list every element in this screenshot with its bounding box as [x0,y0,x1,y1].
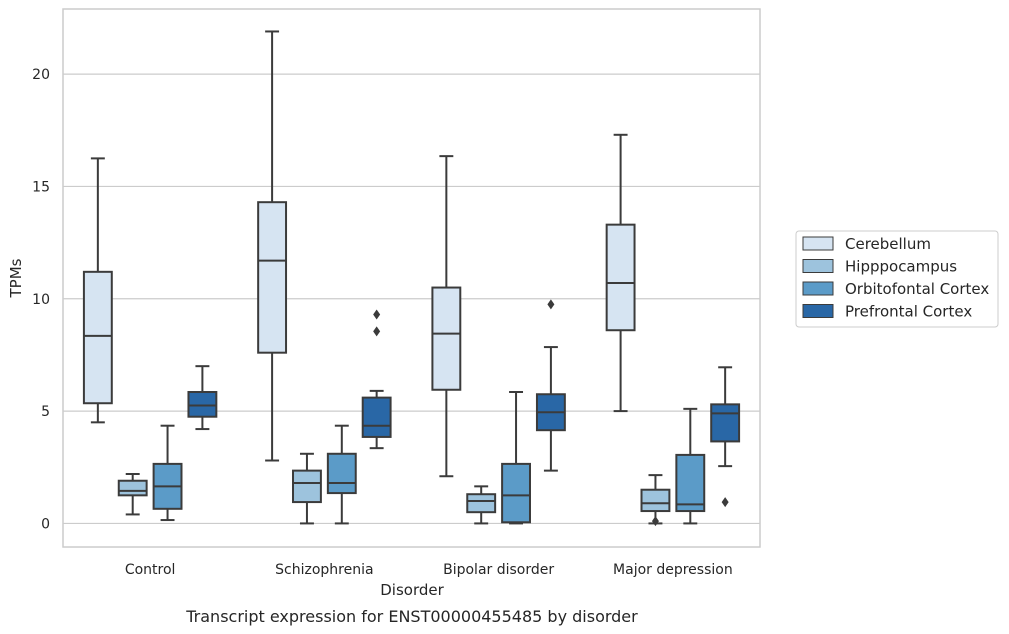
box-orbitofontal-cortex [675,407,706,525]
box-cerebellum [605,133,636,413]
box-hipppocampus [640,474,671,527]
x-axis-title: Disorder [380,581,444,599]
box-cerebellum [431,155,462,478]
box-iqr [466,493,497,514]
box-iqr [501,462,531,524]
x-tick-label: Major depression [613,562,733,578]
boxes-layer [82,30,741,527]
box-orbitofontal-cortex [501,391,531,525]
legend-label: Cerebellum [845,235,931,253]
box-orbitofontal-cortex [152,424,183,522]
box-cerebellum [82,157,113,424]
box-iqr [431,286,462,391]
box-hipppocampus [292,452,322,525]
outlier-point [547,299,555,310]
y-axis-title: TPMs [7,258,25,298]
box-iqr [675,453,706,513]
box-prefrontal-cortex [535,299,566,472]
x-tick-labels: Control Schizophrenia Bipolar disorder Majo… [125,562,733,578]
legend-label: Hipppocampus [845,258,957,276]
outlier-point [651,516,659,527]
legend-label: Orbitofontal Cortex [845,280,989,298]
box-hipppocampus [466,485,497,525]
box-prefrontal-cortex [187,365,218,431]
box-iqr [187,391,218,418]
outlier-point [373,309,381,320]
box-iqr [82,270,113,405]
outlier-point [721,497,729,508]
chart-caption: Transcript expression for ENST0000045548… [185,607,638,626]
box-iqr [326,452,357,495]
legend-swatch [802,304,834,318]
box-iqr [710,403,741,443]
box-hipppocampus [117,472,148,516]
legend-label: Prefrontal Cortex [845,303,972,321]
y-tick-label-5: 5 [41,404,50,420]
box-iqr [640,488,671,513]
plot-frame [62,8,761,548]
outlier-point [373,326,381,337]
y-tick-label-15: 15 [32,179,50,195]
grid-layer [63,73,760,525]
box-prefrontal-cortex [361,309,392,450]
box-iqr [117,479,148,497]
y-tick-labels: 0 5 10 15 20 [32,67,50,532]
legend-swatch [802,259,834,273]
x-tick-label: Bipolar disorder [443,562,554,578]
box-iqr [361,396,392,438]
x-tick-label: Schizophrenia [275,562,373,578]
box-prefrontal-cortex [710,366,741,508]
box-cerebellum [257,30,288,462]
legend-frame [795,230,999,328]
x-tick-label: Control [125,562,176,578]
legend-swatch [802,281,834,296]
y-tick-label-10: 10 [32,292,50,308]
legend: Cerebellum Hipppocampus Orbitofontal Corte… [795,230,999,328]
legend-swatch [802,236,834,251]
y-tick-label-0: 0 [41,516,50,532]
box-iqr [605,223,636,332]
box-orbitofontal-cortex [326,424,357,525]
box-iqr [292,469,322,504]
box-iqr [257,201,288,354]
y-tick-label-20: 20 [32,67,50,83]
